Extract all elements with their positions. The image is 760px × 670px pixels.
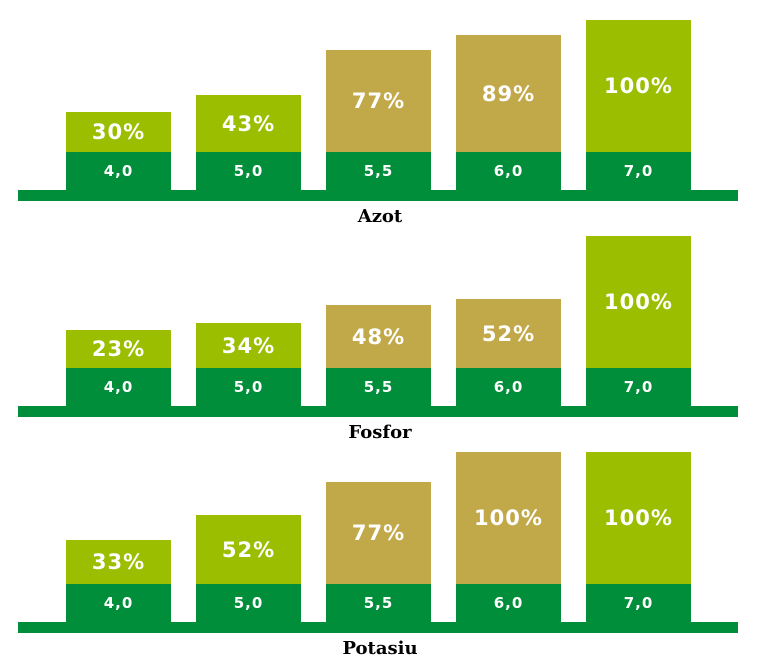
bar-value-segment: 52% — [196, 515, 301, 584]
bar-column: 34% 5,0 — [196, 216, 301, 406]
bar-column: 100% 7,0 — [586, 0, 691, 190]
bar-value-segment: 77% — [326, 50, 431, 152]
bar-column: 77% 5,5 — [326, 0, 431, 190]
bar-column: 52% 6,0 — [456, 216, 561, 406]
bar-ph-label: 4,0 — [66, 152, 171, 190]
bar-ph-label: 6,0 — [456, 584, 561, 622]
bar-ph-label: 5,0 — [196, 152, 301, 190]
bar-ph-label: 5,5 — [326, 584, 431, 622]
bar-column: 23% 4,0 — [66, 216, 171, 406]
bar-value-segment: 100% — [586, 20, 691, 152]
bar-ph-label: 5,0 — [196, 368, 301, 406]
bar-column: 100% 6,0 — [456, 432, 561, 622]
bar-ph-label: 7,0 — [586, 152, 691, 190]
chart-panel-3: 33% 4,0 52% 5,0 77% 5,5 100% 6,0 100% 7,0 Potasiu — [0, 432, 760, 659]
bar-value-segment: 100% — [586, 452, 691, 584]
bar-ph-label: 7,0 — [586, 368, 691, 406]
bar-value-segment: 52% — [456, 299, 561, 368]
bar-ph-label: 4,0 — [66, 368, 171, 406]
bar-ph-label: 6,0 — [456, 152, 561, 190]
bar-ph-label: 5,0 — [196, 584, 301, 622]
chart-baseline — [18, 622, 738, 633]
bar-ph-label: 6,0 — [456, 368, 561, 406]
bar-value-segment: 34% — [196, 323, 301, 368]
bar-column: 100% 7,0 — [586, 432, 691, 622]
chart-title: Potasiu — [342, 638, 418, 659]
bar-column: 52% 5,0 — [196, 432, 301, 622]
bar-column: 43% 5,0 — [196, 0, 301, 190]
chart-title: Fosfor — [348, 422, 412, 443]
bar-value-segment: 33% — [66, 540, 171, 584]
bar-ph-label: 4,0 — [66, 584, 171, 622]
bar-column: 48% 5,5 — [326, 216, 431, 406]
bar-value-segment: 100% — [586, 236, 691, 368]
bar-value-segment: 23% — [66, 330, 171, 368]
bar-value-segment: 30% — [66, 112, 171, 152]
bar-value-segment: 77% — [326, 482, 431, 584]
bar-column: 89% 6,0 — [456, 0, 561, 190]
bar-value-segment: 100% — [456, 452, 561, 584]
bar-column: 33% 4,0 — [66, 432, 171, 622]
bar-ph-label: 5,5 — [326, 368, 431, 406]
chart-baseline — [18, 190, 738, 201]
chart-panel-2: 23% 4,0 34% 5,0 48% 5,5 52% 6,0 100% 7,0 Fosfor — [0, 216, 760, 443]
bar-value-segment: 43% — [196, 95, 301, 152]
bar-column: 30% 4,0 — [66, 0, 171, 190]
bar-value-segment: 89% — [456, 35, 561, 152]
bar-ph-label: 7,0 — [586, 584, 691, 622]
bar-column: 100% 7,0 — [586, 216, 691, 406]
chart-title: Azot — [357, 206, 403, 227]
chart-baseline — [18, 406, 738, 417]
bar-column: 77% 5,5 — [326, 432, 431, 622]
bar-value-segment: 48% — [326, 305, 431, 368]
bar-ph-label: 5,5 — [326, 152, 431, 190]
chart-panel-1: 30% 4,0 43% 5,0 77% 5,5 89% 6,0 100% 7,0 Azot — [0, 0, 760, 227]
